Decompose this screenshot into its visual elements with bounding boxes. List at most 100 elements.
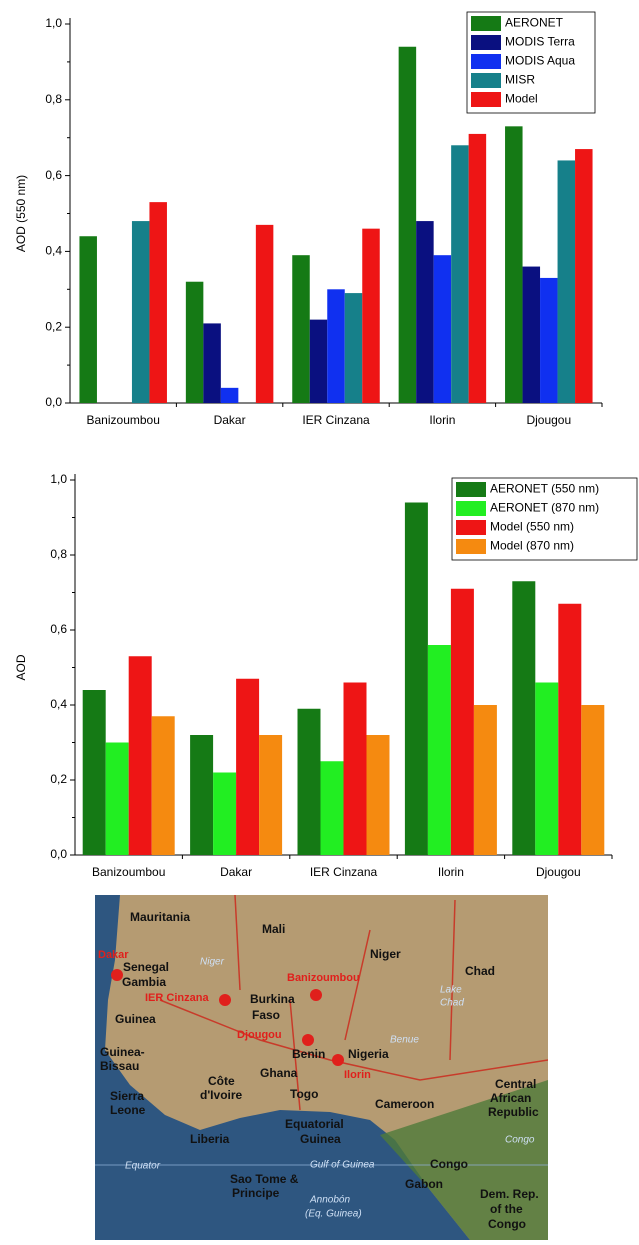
x-tick-label: Banizoumbou <box>92 865 165 879</box>
map-feature: Chad <box>440 998 464 1009</box>
bar <box>186 282 204 403</box>
bar <box>327 289 345 403</box>
x-tick-label: Dakar <box>220 865 252 879</box>
bar <box>558 160 576 403</box>
y-tick-label: 0,2 <box>45 319 62 333</box>
legend-label: AERONET <box>505 16 564 30</box>
site-dot <box>332 1054 344 1066</box>
bar <box>451 145 469 403</box>
bar <box>505 126 523 403</box>
map-country: Nigeria <box>348 1047 389 1061</box>
map-country: Annobón <box>309 1195 350 1206</box>
legend-label: MODIS Terra <box>505 35 575 49</box>
map-country: African <box>490 1091 531 1105</box>
map-country: d'Ivoire <box>200 1088 243 1102</box>
legend-label: MODIS Aqua <box>505 54 575 68</box>
x-tick-label: IER Cinzana <box>302 413 370 427</box>
y-tick-label: 0,6 <box>45 168 62 182</box>
site-dot <box>310 989 322 1001</box>
legend-label: AERONET (550 nm) <box>490 482 599 496</box>
legend-label: MISR <box>505 73 535 87</box>
map-country: Sao Tome & <box>230 1172 299 1186</box>
legend-swatch <box>471 73 501 88</box>
legend-swatch <box>471 35 501 50</box>
legend-label: Model <box>505 92 538 106</box>
map-feature: Gulf of Guinea <box>310 1160 375 1171</box>
map-country: Dem. Rep. <box>480 1187 539 1201</box>
map-country: Chad <box>465 964 495 978</box>
legend-swatch <box>456 501 486 516</box>
bar <box>367 735 390 855</box>
bar <box>321 761 344 855</box>
site-label: Djougou <box>237 1029 282 1041</box>
map-country: Benin <box>292 1047 325 1061</box>
bar <box>540 278 558 403</box>
bar <box>345 293 363 403</box>
legend-label: Model (550 nm) <box>490 520 574 534</box>
y-tick-label: 0,0 <box>45 395 62 409</box>
x-tick-label: Djougou <box>526 413 571 427</box>
map-country: Republic <box>488 1105 539 1119</box>
map-country: Gabon <box>405 1177 443 1191</box>
y-tick-label: 0,4 <box>45 244 62 258</box>
x-tick-label: Ilorin <box>429 413 455 427</box>
y-tick-label: 0,8 <box>45 92 62 106</box>
x-tick-label: Djougou <box>536 865 581 879</box>
map-country: Guinea- <box>100 1045 145 1059</box>
y-tick-label: 0,0 <box>50 847 67 861</box>
legend-swatch <box>471 54 501 69</box>
legend-swatch <box>471 92 501 107</box>
map-country: of the <box>490 1202 523 1216</box>
map-country: Gambia <box>122 975 166 989</box>
bar <box>298 709 321 855</box>
bar <box>451 589 474 855</box>
bar <box>236 679 259 855</box>
legend-swatch <box>456 520 486 535</box>
map-country: Niger <box>370 947 401 961</box>
bar <box>259 735 282 855</box>
bar <box>221 388 239 403</box>
legend-swatch <box>456 539 486 554</box>
map-feature: Lake <box>440 985 462 996</box>
map: Mauritania Mali Niger Chad Senegal Gambi… <box>95 895 548 1240</box>
y-tick-label: 0,6 <box>50 622 67 636</box>
bar <box>79 236 97 403</box>
map-country: Congo <box>488 1217 526 1231</box>
site-dot <box>302 1034 314 1046</box>
bar <box>575 149 593 403</box>
y-tick-label: 0,4 <box>50 697 67 711</box>
figure: Mauritania Mali Niger Chad Senegal Gambi… <box>0 0 639 1240</box>
bar <box>132 221 150 403</box>
map-country: Faso <box>252 1008 280 1022</box>
map-country: Sierra <box>110 1089 144 1103</box>
bar <box>344 683 367 856</box>
legend-swatch <box>471 16 501 31</box>
x-tick-label: Banizoumbou <box>87 413 160 427</box>
site-dot <box>111 969 123 981</box>
site-label: Banizoumbou <box>287 972 360 984</box>
map-country: Côte <box>208 1074 235 1088</box>
bar <box>581 705 604 855</box>
y-axis-label: AOD <box>14 654 28 680</box>
map-country: Principe <box>232 1186 280 1200</box>
bar <box>512 581 535 855</box>
site-dot <box>219 994 231 1006</box>
bar <box>213 773 236 856</box>
map-feature: Congo <box>505 1135 535 1146</box>
bar <box>203 323 221 403</box>
legend-label: AERONET (870 nm) <box>490 501 599 515</box>
bar <box>416 221 434 403</box>
y-tick-label: 1,0 <box>50 472 67 486</box>
map-country: Senegal <box>123 960 169 974</box>
bar <box>469 134 487 403</box>
bar <box>535 683 558 856</box>
map-country: Guinea <box>115 1012 156 1026</box>
map-country: Congo <box>430 1157 468 1171</box>
bar <box>190 735 213 855</box>
bar <box>434 255 452 403</box>
map-country: Bissau <box>100 1059 139 1073</box>
bar <box>474 705 497 855</box>
map-country: Leone <box>110 1103 146 1117</box>
y-axis-label: AOD (550 nm) <box>14 175 28 252</box>
legend-swatch <box>456 482 486 497</box>
